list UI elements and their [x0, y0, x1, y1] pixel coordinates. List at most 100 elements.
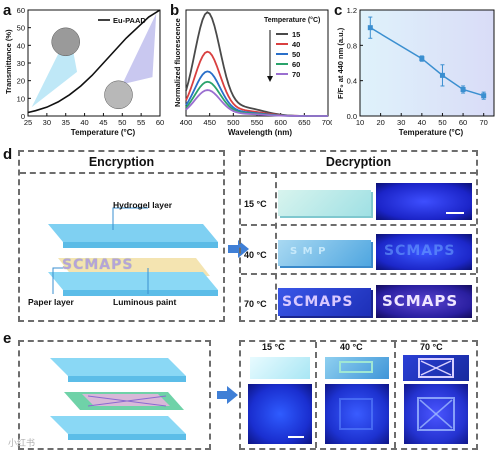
y-tick-label: 50 — [17, 24, 25, 33]
inset-photo-cold — [51, 27, 80, 57]
x-tick-label: 40 — [418, 118, 426, 127]
y-tick-label: 0.4 — [347, 77, 357, 86]
x-tick-label: 450 — [203, 118, 216, 127]
legend-label: 70 — [292, 70, 300, 79]
data-point — [460, 87, 466, 92]
panel-a-letter: a — [3, 2, 12, 19]
encrypted-word: SCMAPS — [62, 257, 134, 273]
chart-b-svg: 400 450 500 550 600 650 700 Temperature (°C) 154… — [180, 9, 332, 127]
x-tick-label: 10 — [356, 118, 364, 127]
x-tick-label: 25 — [24, 118, 32, 127]
watermark: 小红书 — [8, 438, 36, 448]
plate-15-daylight — [278, 190, 371, 216]
encryption-title: Encryption — [88, 155, 155, 169]
chart-b: Normalized fluorescence 400 450 500 550 600 6… — [170, 0, 332, 140]
x-tick-label: 30 — [43, 118, 51, 127]
y-tick-label: 60 — [17, 6, 25, 15]
x-tick-label: 60 — [156, 118, 164, 127]
x-tick-label: 55 — [137, 118, 145, 127]
chart-a-svg: 25 30 35 40 45 50 55 60 0 10 20 30 40 50 60 Eu-PAAD — [17, 6, 165, 127]
inset-photo-warm — [104, 80, 133, 110]
legend-label: 40 — [292, 40, 300, 49]
legend-title: Temperature (°C) — [264, 16, 320, 24]
y-tick-label: 10 — [17, 94, 25, 103]
x-tick-label: 40 — [80, 118, 88, 127]
chart-c-svg: 10 20 30 40 50 60 70 0.0 0.4 0.8 1.2 — [347, 6, 495, 127]
plate-15-uv — [376, 183, 472, 220]
series-60-line — [185, 80, 329, 117]
series-70-line — [185, 89, 328, 117]
plate-70-daylight: SCMAPS — [278, 288, 371, 316]
row-temp-15: 15 °C — [244, 199, 267, 209]
y-tick-label: 0 — [21, 112, 25, 121]
dark-region — [122, 13, 157, 85]
plate-40-uv: SCMAPS — [376, 234, 472, 270]
data-point — [439, 72, 445, 78]
panel-b-letter: b — [170, 2, 180, 19]
x-tick-label: 50 — [118, 118, 126, 127]
y-tick-label: 30 — [17, 59, 25, 68]
panel-e-letter: e — [3, 330, 12, 347]
series-15-line — [185, 11, 329, 117]
paint-label: Luminous paint — [113, 297, 177, 307]
legend-label: Eu-PAAD — [113, 16, 146, 25]
e-plate-40-daylight — [325, 357, 389, 379]
chart-b-xlabel: Wavelength (nm) — [227, 128, 293, 137]
arrow-right-icon — [228, 240, 249, 258]
y-tick-label: 0.8 — [347, 41, 357, 50]
row-temp-70: 70 °C — [244, 299, 267, 309]
e-plate-15-uv — [248, 384, 312, 444]
pattern-stack-box — [18, 340, 211, 450]
e-plate-70-daylight — [403, 355, 469, 381]
x-tick-label: 500 — [227, 118, 240, 127]
x-tick-label: 45 — [99, 118, 107, 127]
decryption-box: Decryption — [239, 150, 478, 322]
e-plate-40-uv — [325, 384, 389, 444]
transmittance-line — [27, 9, 161, 114]
row-temp-40: 40 °C — [244, 250, 267, 260]
chart-c: F/F₀ at 440 nm (a.u.) 10 20 30 40 50 60 70 0.0 0… — [334, 0, 500, 140]
x-tick-label: 400 — [180, 118, 193, 127]
hydrogel-label: Hydrogel layer — [113, 200, 173, 210]
col-temp-15: 15 °C — [262, 342, 285, 352]
pattern-stack-illustration — [50, 358, 186, 440]
uv-word-70: SCMAPS — [382, 292, 459, 310]
panel-d-letter: d — [3, 146, 13, 163]
x-tick-label: 20 — [376, 118, 384, 127]
pattern-decrypt-box — [239, 340, 478, 450]
x-tick-label: 550 — [251, 118, 264, 127]
y-tick-label: 20 — [17, 77, 25, 86]
chart-a-xlabel: Temperature (°C) — [70, 128, 136, 137]
legend-label: 60 — [292, 60, 300, 69]
plate-40-daylight: S M P — [278, 240, 371, 266]
encryption-box: Encryption — [18, 150, 225, 322]
decryption-title: Decryption — [325, 155, 392, 169]
y-tick-label: 1.2 — [347, 6, 357, 15]
x-tick-label: 35 — [62, 118, 70, 127]
legend-label: 50 — [292, 50, 300, 59]
x-tick-label: 50 — [438, 118, 446, 127]
data-point — [419, 56, 425, 62]
paper-label: Paper layer — [28, 297, 74, 307]
x-tick-label: 70 — [480, 118, 488, 127]
series-40-line — [185, 50, 328, 117]
uv-word-40: SCMAPS — [384, 243, 456, 259]
arrow-down-icon — [267, 76, 273, 82]
y-tick-label: 40 — [17, 41, 25, 50]
e-plate-15-daylight — [250, 357, 310, 379]
plate-70-uv: SCMAPS — [376, 285, 472, 318]
chart-a: Transmittance (%) 25 30 35 40 45 50 55 60 0 10 20 3… — [0, 0, 170, 140]
e-plate-70-uv — [404, 384, 468, 444]
arrow-right-icon — [217, 386, 238, 404]
partial-word: S M P — [290, 246, 327, 257]
x-tick-label: 60 — [459, 118, 467, 127]
x-tick-label: 700 — [322, 118, 332, 127]
legend-label: 15 — [292, 30, 300, 39]
chart-c-xlabel: Temperature (°C) — [398, 128, 464, 137]
plot-frame — [185, 9, 329, 117]
daylight-word-70: SCMAPS — [282, 294, 354, 310]
x-tick-label: 30 — [397, 118, 405, 127]
panel-c-letter: c — [334, 2, 343, 19]
y-tick-label: 0.0 — [347, 112, 357, 121]
x-tick-label: 600 — [274, 118, 287, 127]
